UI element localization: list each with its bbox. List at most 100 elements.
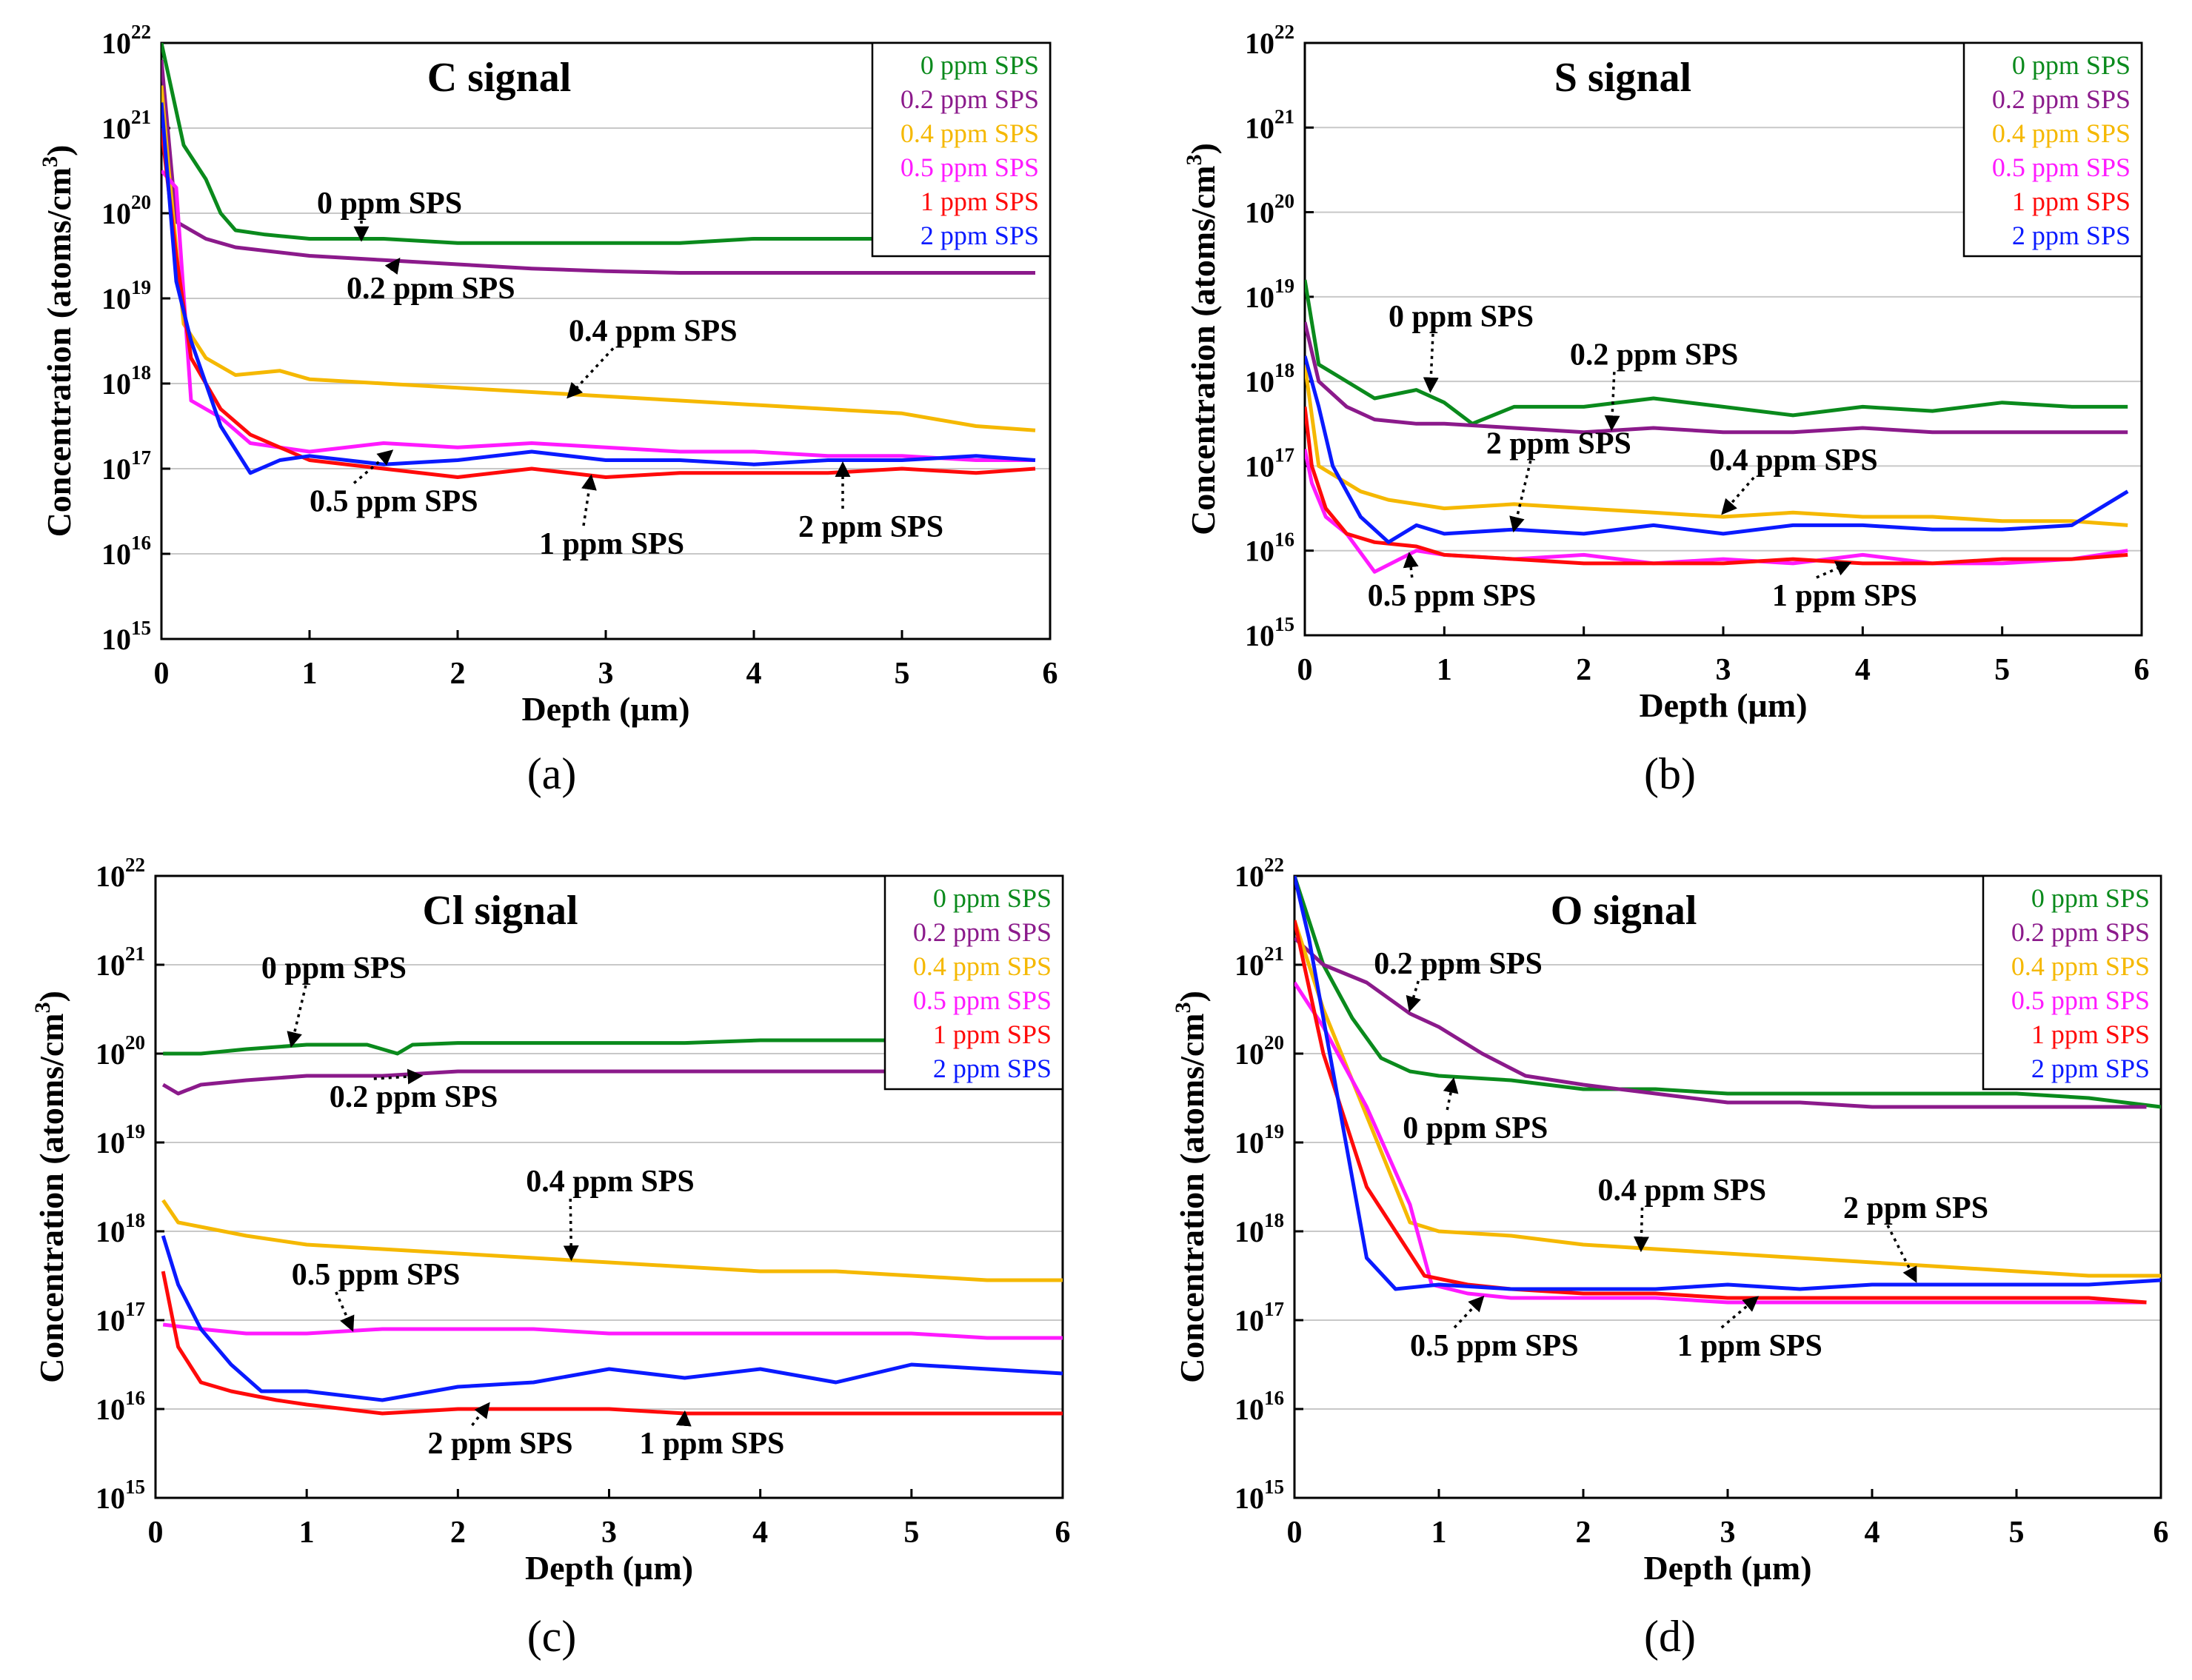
y-tick-exponent: 21 xyxy=(125,943,145,965)
x-axis-label: Depth (µm) xyxy=(525,1549,693,1587)
y-axis-label-end: ) xyxy=(1184,143,1222,154)
series-group xyxy=(1294,876,2161,1305)
annotation-label: 0.5 ppm SPS xyxy=(1410,1329,1579,1363)
y-tick-base: 10 xyxy=(96,1304,125,1337)
x-tick-label: 1 xyxy=(302,657,318,691)
y-tick-exponent: 19 xyxy=(1264,1120,1284,1142)
y-tick-label: 1021 xyxy=(101,106,151,145)
x-tick-label: 2 xyxy=(1576,653,1591,687)
legend-entry: 0.4 ppm SPS xyxy=(2011,951,2150,981)
y-tick-exponent: 17 xyxy=(131,446,151,469)
annotation-arrow xyxy=(1721,476,1755,515)
y-tick-base: 10 xyxy=(96,860,125,893)
y-tick-exponent: 20 xyxy=(1264,1031,1284,1054)
y-tick-exponent: 18 xyxy=(1264,1209,1284,1231)
legend-entry: 0.2 ppm SPS xyxy=(900,84,1039,114)
x-axis-label: Depth (µm) xyxy=(521,690,689,728)
y-tick-base: 10 xyxy=(1245,365,1274,398)
annotation-label: 0.2 ppm SPS xyxy=(1570,338,1739,372)
y-tick-base: 10 xyxy=(1245,27,1274,60)
y-axis-label-end: ) xyxy=(40,145,78,156)
y-tick-exponent: 17 xyxy=(1274,444,1294,466)
x-tick-label: 4 xyxy=(1855,653,1871,687)
y-tick-label: 1020 xyxy=(1234,1031,1284,1071)
legend-entry: 0.5 ppm SPS xyxy=(1992,153,2131,182)
y-tick-label: 1017 xyxy=(96,1298,145,1337)
y-tick-label: 1022 xyxy=(1234,854,1284,893)
y-tick-exponent: 17 xyxy=(125,1298,145,1320)
y-tick-exponent: 18 xyxy=(131,361,151,384)
y-tick-exponent: 19 xyxy=(131,276,151,298)
chart-title: C signal xyxy=(427,55,572,101)
y-tick-exponent: 15 xyxy=(131,617,151,639)
y-tick-label: 1018 xyxy=(1234,1209,1284,1248)
annotation-label: 0.5 ppm SPS xyxy=(292,1258,461,1292)
x-tick-label: 3 xyxy=(1716,653,1731,687)
y-tick-exponent: 20 xyxy=(131,191,151,213)
legend-entry: 0 ppm SPS xyxy=(2012,50,2131,80)
legend-entry: 0.5 ppm SPS xyxy=(2011,985,2150,1015)
annotation-arrow xyxy=(1403,552,1419,578)
legend-entry: 0.2 ppm SPS xyxy=(1992,84,2131,114)
y-tick-label: 1022 xyxy=(1245,21,1294,60)
x-tick-label: 4 xyxy=(1865,1516,1880,1550)
y-tick-label: 1019 xyxy=(96,1120,145,1159)
series-group xyxy=(161,1038,1063,1416)
legend-entry: 0.5 ppm SPS xyxy=(913,985,1052,1015)
panel-label: (b) xyxy=(1644,749,1696,798)
y-tick-label: 1017 xyxy=(1245,444,1294,483)
y-tick-base: 10 xyxy=(1245,111,1274,144)
annotation-label: 0 ppm SPS xyxy=(317,187,462,221)
y-tick-label: 1015 xyxy=(101,617,151,656)
series-group xyxy=(1305,279,2129,574)
annotation-label: 1 ppm SPS xyxy=(639,1427,784,1461)
y-tick-base: 10 xyxy=(1234,1482,1264,1515)
annotation-label: 2 ppm SPS xyxy=(1843,1191,1988,1225)
y-axis-label: Concentration (atoms/cm3) xyxy=(30,991,70,1383)
legend-entry: 0.4 ppm SPS xyxy=(913,951,1052,981)
y-axis-label-end: ) xyxy=(33,991,70,1002)
y-tick-base: 10 xyxy=(96,948,125,982)
y-tick-exponent: 15 xyxy=(125,1476,145,1498)
series-line-2-ppm-sps xyxy=(1305,355,2129,544)
y-tick-exponent: 21 xyxy=(131,106,151,128)
y-tick-label: 1018 xyxy=(96,1209,145,1248)
annotation-label: 0 ppm SPS xyxy=(261,951,407,985)
panel-label: (c) xyxy=(527,1612,577,1661)
x-tick-label: 4 xyxy=(746,657,762,691)
x-tick-label: 2 xyxy=(450,1516,466,1550)
chart-panel-d: 0 1 2 3 4 5 610221021102010191018101710161015D… xyxy=(1171,854,2169,1661)
y-axis-label: Concentration (atoms/cm3) xyxy=(38,145,78,538)
x-tick-label: 5 xyxy=(2009,1516,2025,1550)
y-tick-label: 1018 xyxy=(101,361,151,401)
y-axis-label-sup: 3 xyxy=(30,1002,55,1013)
x-tick-label: 2 xyxy=(450,657,466,691)
y-tick-base: 10 xyxy=(101,367,131,401)
x-axis-label: Depth (µm) xyxy=(1643,1549,1811,1587)
y-axis-label-text: Concentration (atoms/cm xyxy=(1173,1013,1211,1383)
chart-title: S signal xyxy=(1554,55,1691,101)
y-tick-exponent: 22 xyxy=(131,21,151,43)
series-line-0-5-ppm-sps xyxy=(162,1322,1063,1340)
y-tick-exponent: 21 xyxy=(1264,943,1284,965)
annotation-label: 1 ppm SPS xyxy=(1772,579,1917,613)
annotation-label: 1 ppm SPS xyxy=(539,527,684,561)
panel-label: (d) xyxy=(1644,1612,1696,1661)
y-tick-base: 10 xyxy=(1245,281,1274,314)
annotation-arrow xyxy=(1886,1225,1917,1283)
annotation-label: 2 ppm SPS xyxy=(798,510,943,544)
legend-box xyxy=(1982,874,2162,1091)
y-tick-label: 1019 xyxy=(101,276,151,315)
y-tick-base: 10 xyxy=(101,27,131,60)
y-axis-label-text: Concentration (atoms/cm xyxy=(33,1013,70,1383)
x-tick-label: 1 xyxy=(1431,1516,1447,1550)
y-tick-exponent: 15 xyxy=(1264,1476,1284,1498)
annotation-arrow xyxy=(567,347,615,399)
series-line-0-4-ppm-sps xyxy=(161,85,1036,432)
chart-title: O signal xyxy=(1551,888,1697,934)
x-tick-label: 0 xyxy=(154,657,170,691)
annotation-arrow xyxy=(335,1291,355,1332)
annotation-arrow xyxy=(563,1198,579,1262)
x-tick-label: 0 xyxy=(148,1516,164,1550)
legend-entry: 2 ppm SPS xyxy=(920,221,1039,250)
